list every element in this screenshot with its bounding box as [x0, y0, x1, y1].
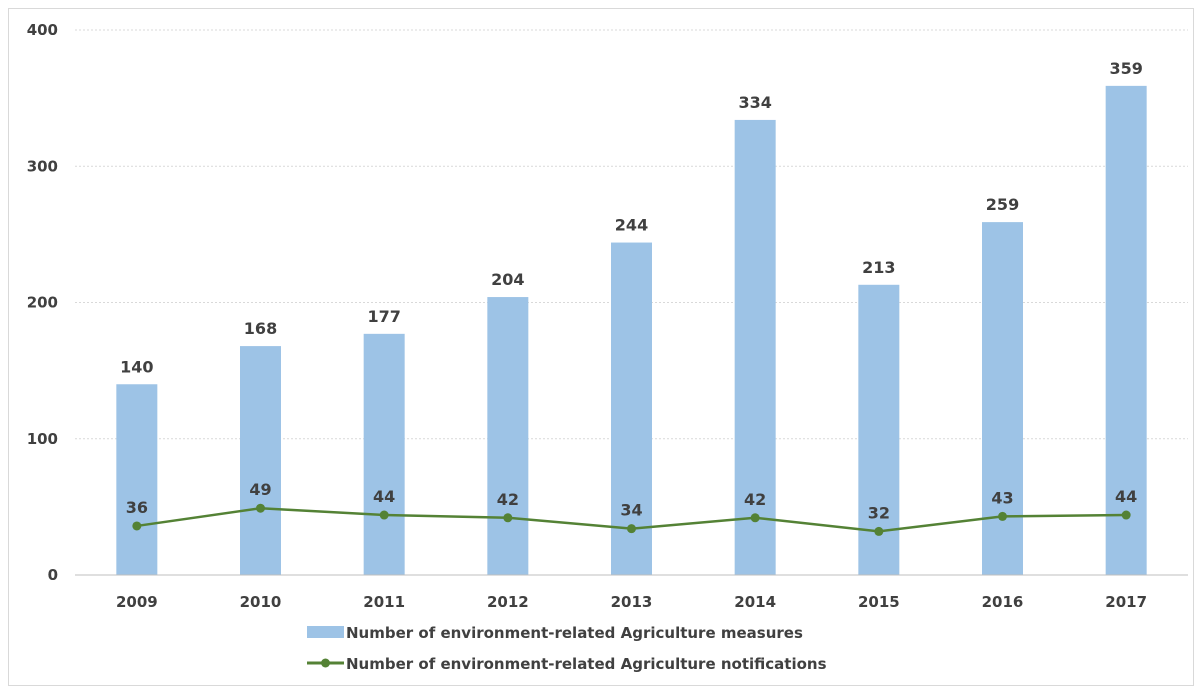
legend-label-measures: Number of environment-related Agricultur… [346, 624, 803, 642]
line-point [874, 526, 884, 536]
y-tick-label: 400 [27, 21, 58, 39]
bar-data-label: 244 [615, 216, 648, 235]
line-point [379, 510, 389, 520]
bar [858, 284, 900, 575]
bar-data-label: 140 [120, 357, 153, 376]
line-point [132, 521, 142, 531]
bar [240, 346, 281, 575]
bar-data-label: 177 [367, 307, 400, 326]
legend: Number of environment-related Agricultur… [307, 624, 827, 673]
bar-data-label: 213 [862, 258, 895, 277]
line-data-label: 49 [249, 480, 271, 499]
line-data-label: 32 [868, 503, 890, 522]
legend-label-notifications: Number of environment-related Agricultur… [346, 655, 827, 673]
bar-data-label: 204 [491, 270, 524, 289]
x-tick-label: 2011 [363, 593, 405, 611]
bar [116, 384, 158, 575]
bar-data-label: 334 [738, 93, 771, 112]
line-data-label: 42 [744, 490, 766, 509]
line-point [627, 524, 636, 534]
bar [734, 119, 776, 576]
x-tick-label: 2017 [1105, 593, 1147, 611]
line-data-label: 34 [620, 501, 642, 520]
line-point [256, 503, 265, 513]
bar-data-label: 359 [1109, 59, 1142, 78]
y-tick-label: 300 [27, 157, 58, 175]
bar-data-label: 259 [986, 195, 1019, 214]
legend-marker-notifications [321, 658, 330, 668]
x-tick-label: 2015 [858, 593, 900, 611]
x-tick-label: 2016 [982, 593, 1024, 611]
line-data-label: 42 [497, 490, 519, 509]
x-tick-label: 2012 [487, 593, 529, 611]
legend-item-measures: Number of environment-related Agricultur… [307, 624, 803, 642]
y-tick-label: 0 [48, 566, 58, 584]
x-axis: 2009 2010 2011 2012 2013 2014 2015 2016 2017 [75, 574, 1188, 611]
line-point [998, 511, 1007, 521]
x-tick-label: 2010 [240, 593, 282, 611]
line-data-label: 43 [991, 488, 1013, 507]
line-data-label: 36 [126, 498, 148, 517]
line-data-label: 44 [373, 487, 395, 506]
legend-swatch-measures [307, 626, 344, 638]
line-point [503, 513, 513, 523]
bar-series: 140 168 177 204 244 334 213 259 359 [116, 59, 1147, 576]
bar [363, 333, 405, 575]
bar [1105, 85, 1147, 576]
bar [611, 242, 652, 576]
x-tick-label: 2009 [116, 593, 158, 611]
legend-item-notifications: Number of environment-related Agricultur… [307, 655, 827, 673]
x-tick-label: 2013 [611, 593, 653, 611]
bar-data-label: 168 [244, 319, 277, 338]
y-tick-label: 200 [27, 294, 58, 312]
y-axis-ticks: 0 100 200 300 400 [27, 21, 58, 584]
y-tick-label: 100 [27, 430, 58, 448]
line-data-label: 44 [1115, 487, 1137, 506]
bar [487, 297, 529, 575]
bar [982, 222, 1023, 576]
x-tick-label: 2014 [734, 593, 776, 611]
line-point [750, 513, 760, 523]
line-series: 36 49 44 42 34 42 32 43 44 [126, 480, 1137, 536]
line-point [1121, 510, 1131, 520]
